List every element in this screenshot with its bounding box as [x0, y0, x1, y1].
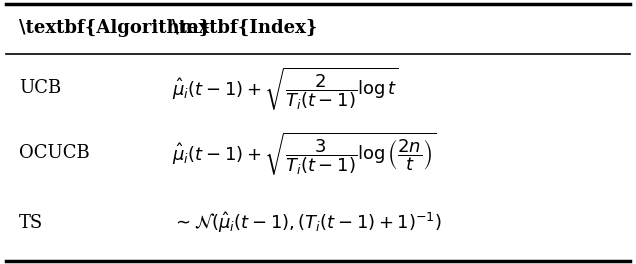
- Text: OCUCB: OCUCB: [19, 144, 90, 162]
- Text: \textbf{Index}: \textbf{Index}: [172, 19, 317, 37]
- Text: $\hat{\mu}_i(t-1) + \sqrt{\dfrac{3}{T_i(t-1)} \log\left(\dfrac{2n}{t}\right)}$: $\hat{\mu}_i(t-1) + \sqrt{\dfrac{3}{T_i(…: [172, 130, 436, 177]
- Text: $\sim \mathcal{N}(\hat{\mu}_i(t-1), (T_i(t-1)+1)^{-1})$: $\sim \mathcal{N}(\hat{\mu}_i(t-1), (T_i…: [172, 211, 441, 235]
- Text: $\hat{\mu}_i(t-1) + \sqrt{\dfrac{2}{T_i(t-1)} \log t}$: $\hat{\mu}_i(t-1) + \sqrt{\dfrac{2}{T_i(…: [172, 65, 399, 112]
- Text: \textbf{Algorithm}: \textbf{Algorithm}: [19, 19, 211, 37]
- Text: TS: TS: [19, 214, 43, 232]
- Text: UCB: UCB: [19, 79, 61, 97]
